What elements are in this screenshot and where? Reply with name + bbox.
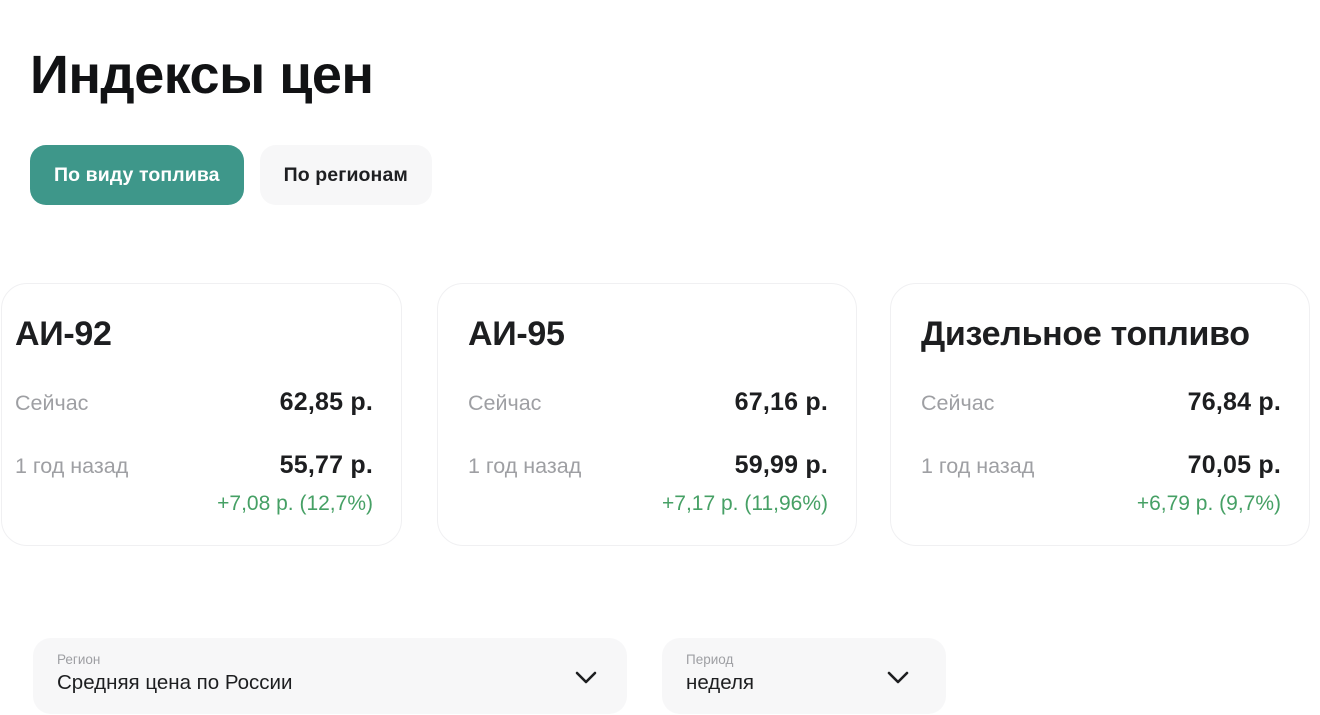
price-now-label: Сейчас [921,391,995,415]
region-select-label: Регион [57,652,101,667]
price-change-value: +7,17 р. (11,96%) [662,492,828,515]
price-now-label: Сейчас [15,391,89,415]
price-year-ago-value: 55,77 р. [279,451,373,479]
price-year-ago-row: 1 год назад 55,77 р. [15,450,373,481]
region-select[interactable]: Регион Средняя цена по России [33,638,627,714]
price-year-ago-value: 59,99 р. [734,451,828,479]
fuel-card-diesel: Дизельное топливо Сейчас 76,84 р. 1 год … [890,283,1310,546]
price-now-row: Сейчас 76,84 р. [921,387,1281,418]
price-now-value: 67,16 р. [734,388,828,416]
tab-by-region[interactable]: По регионам [259,145,432,205]
page-title: Индексы цен [30,45,374,105]
price-year-ago-row: 1 год назад 70,05 р. [921,450,1281,481]
price-now-value: 62,85 р. [279,388,373,416]
chevron-down-icon [887,671,909,684]
price-change-value: +6,79 р. (9,7%) [1136,492,1281,515]
price-change-value: +7,08 р. (12,7%) [217,492,373,515]
price-year-ago-label: 1 год назад [15,454,129,478]
view-mode-tabs: По виду топлива По регионам [30,145,432,205]
price-year-ago-label: 1 год назад [468,454,582,478]
chevron-down-icon [575,671,597,684]
period-select-label: Период [686,652,734,667]
price-year-ago-row: 1 год назад 59,99 р. [468,450,828,481]
fuel-card-title: АИ-95 [468,315,565,353]
price-now-row: Сейчас 67,16 р. [468,387,828,418]
region-select-value: Средняя цена по России [57,671,293,694]
price-year-ago-label: 1 год назад [921,454,1035,478]
period-select[interactable]: Период неделя [662,638,946,714]
price-now-value: 76,84 р. [1187,388,1281,416]
price-now-label: Сейчас [468,391,542,415]
fuel-card-ai-95: АИ-95 Сейчас 67,16 р. 1 год назад 59,99 … [437,283,857,546]
fuel-card-ai-92: АИ-92 Сейчас 62,85 р. 1 год назад 55,77 … [1,283,402,546]
price-now-row: Сейчас 62,85 р. [15,387,373,418]
fuel-card-title: АИ-92 [15,315,112,353]
tab-by-fuel-type[interactable]: По виду топлива [30,145,244,205]
period-select-value: неделя [686,671,755,694]
price-year-ago-value: 70,05 р. [1187,451,1281,479]
fuel-cards: АИ-92 Сейчас 62,85 р. 1 год назад 55,77 … [0,283,1320,546]
fuel-card-title: Дизельное топливо [921,315,1250,353]
